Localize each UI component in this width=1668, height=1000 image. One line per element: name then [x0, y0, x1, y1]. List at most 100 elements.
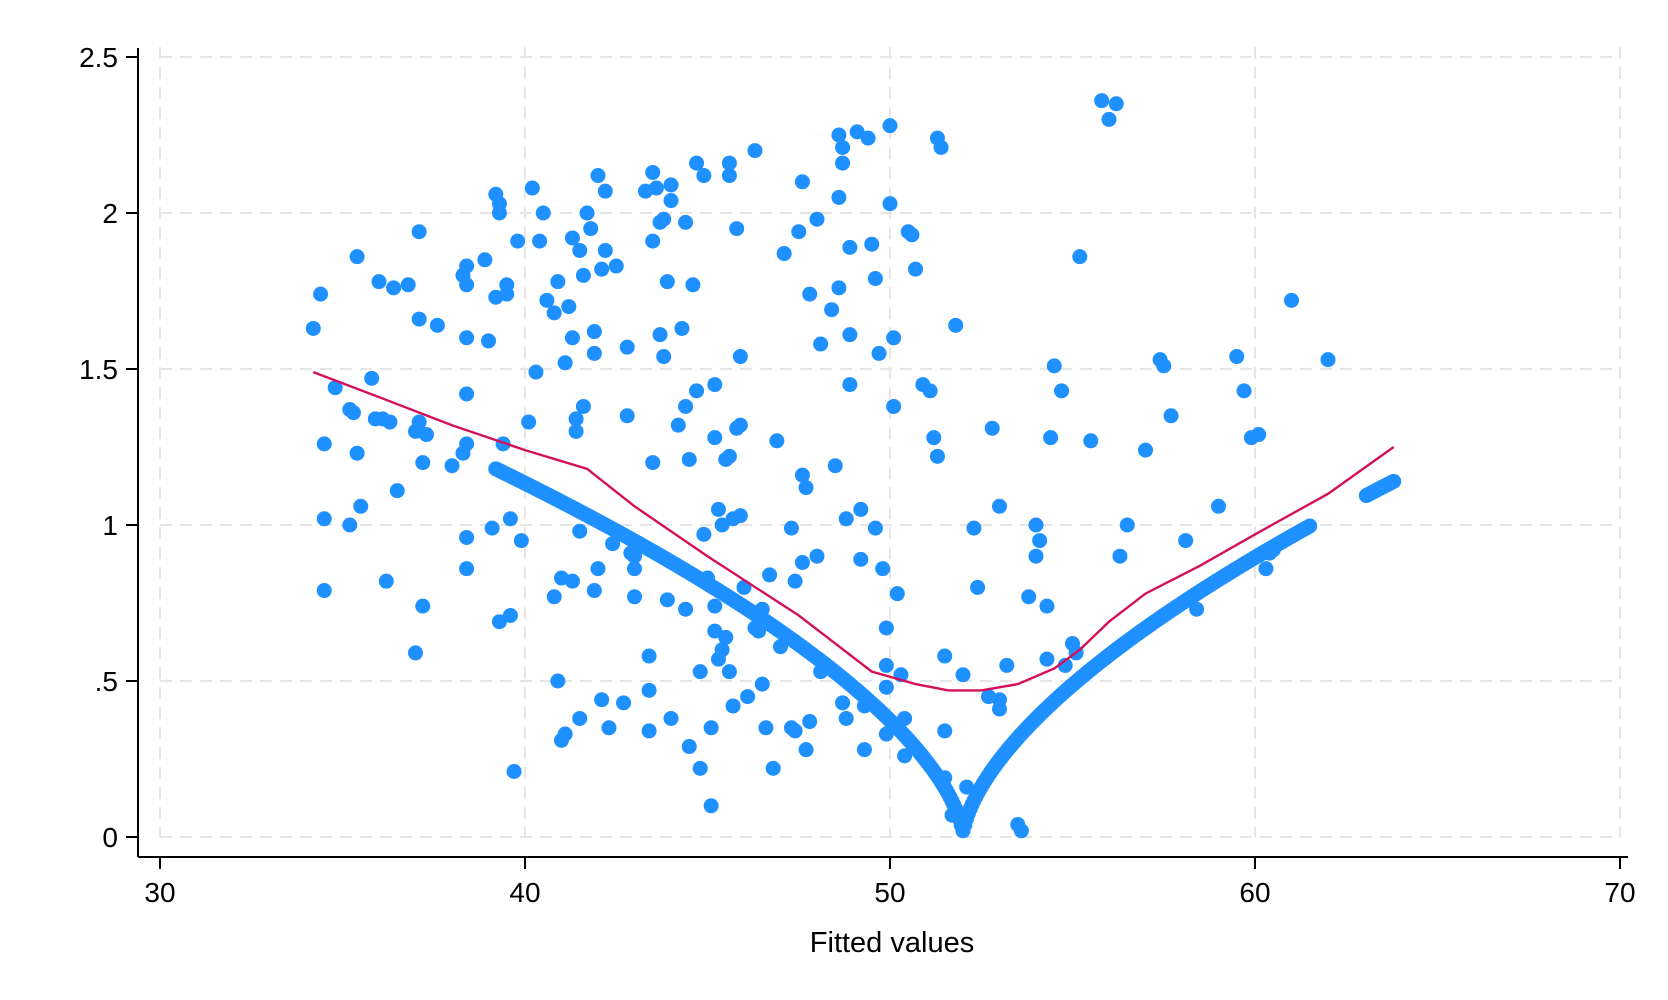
scatter-point	[721, 448, 737, 464]
scatter-point	[583, 221, 599, 237]
scatter-point	[754, 601, 770, 617]
scatter-point	[557, 726, 573, 742]
scatter-point	[564, 330, 580, 346]
scatter-point	[959, 779, 975, 795]
scatter-point	[802, 714, 818, 730]
x-axis-title: Fitted values	[810, 927, 974, 959]
scatter-point	[929, 448, 945, 464]
scatter-point	[696, 526, 712, 542]
scatter-point	[849, 124, 865, 140]
scatter-point	[831, 280, 847, 296]
scatter-point	[827, 458, 843, 474]
scatter-point	[550, 274, 566, 290]
scatter-point	[992, 701, 1007, 717]
scatter-point	[747, 143, 763, 159]
scatter-point	[758, 720, 774, 736]
scatter-point	[411, 414, 427, 430]
scatter-point	[674, 320, 690, 336]
scatter-point	[681, 451, 697, 467]
scatter-point	[794, 554, 810, 570]
scatter-point	[776, 246, 792, 262]
scatter-point	[1258, 561, 1274, 577]
scatter-point	[415, 598, 431, 614]
scatter-point	[809, 211, 825, 227]
scatter-point	[853, 551, 869, 567]
scatter-point	[532, 233, 548, 249]
scatter-point	[732, 349, 748, 365]
scatter-point	[842, 239, 858, 255]
scatter-point	[718, 629, 734, 645]
scatter-point	[856, 742, 872, 758]
scatter-point	[579, 205, 595, 221]
scatter-point	[1032, 533, 1048, 549]
scatter-point	[1046, 358, 1062, 374]
scatter-point	[740, 689, 756, 705]
scatter-point	[1072, 249, 1088, 265]
scatter-point	[1138, 442, 1153, 458]
scatter-point	[871, 345, 887, 361]
scatter-point	[802, 286, 818, 302]
scatter-point	[860, 130, 876, 146]
scatter-point	[345, 405, 361, 421]
scatter-point	[864, 236, 880, 252]
scatter-point	[663, 177, 679, 193]
scatter-point	[809, 548, 825, 564]
scatter-point	[590, 561, 606, 577]
scatter-point	[798, 480, 814, 496]
scatter-point	[707, 377, 723, 393]
scatter-point	[572, 710, 588, 726]
scatter-point	[685, 277, 701, 293]
scatter-point	[539, 292, 555, 308]
scatter-point	[955, 667, 971, 683]
scatter-point	[316, 511, 332, 527]
scatter-point	[502, 607, 518, 623]
scatter-point	[382, 414, 398, 430]
scatter-point	[459, 529, 475, 545]
scatter-point	[908, 261, 924, 277]
scatter-point	[681, 739, 697, 755]
scatter-point	[773, 639, 788, 655]
scatter-point	[1163, 408, 1179, 424]
scatter-point	[601, 720, 617, 736]
scatter-point	[652, 327, 668, 343]
scatter-point	[418, 427, 434, 443]
scatter-point	[867, 271, 883, 287]
scatter-point	[838, 710, 854, 726]
x-tick-label: 50	[874, 877, 905, 908]
scatter-point	[838, 511, 854, 527]
scatter-point	[459, 330, 475, 346]
scatter-point	[619, 339, 635, 355]
scatter-point	[878, 657, 894, 673]
scatter-point	[813, 664, 829, 680]
scatter-point	[725, 698, 741, 714]
fitted-point	[1386, 473, 1402, 489]
scatter-point	[459, 258, 475, 274]
smoothed-line	[312, 370, 1395, 692]
scatter-point	[491, 205, 507, 221]
scatter-point	[608, 258, 624, 274]
x-tick-label: 70	[1604, 877, 1635, 908]
scatter-point	[586, 324, 602, 340]
scatter-point	[794, 467, 810, 483]
scatter-point	[842, 327, 858, 343]
scatter-point	[1251, 427, 1267, 443]
x-tick-label: 60	[1239, 877, 1270, 908]
scatter-point	[444, 458, 460, 474]
scatter-point	[1236, 383, 1252, 399]
scatter-point	[992, 498, 1007, 514]
scatter-point	[922, 383, 938, 399]
scatter-point	[999, 657, 1015, 673]
x-ticks: 30 40 50 60 70	[144, 857, 1636, 908]
scatter-point	[641, 648, 657, 664]
y-tick-label: 0	[102, 822, 118, 853]
scatter-point	[835, 695, 851, 711]
scatter-point	[1284, 292, 1299, 308]
scatter-point	[659, 592, 675, 608]
scatter-point	[867, 520, 883, 536]
scatter-point	[689, 383, 705, 399]
scatter-point	[703, 720, 719, 736]
scatter-point	[590, 168, 606, 184]
scatter-point	[645, 233, 661, 249]
scatter-point	[926, 430, 942, 446]
